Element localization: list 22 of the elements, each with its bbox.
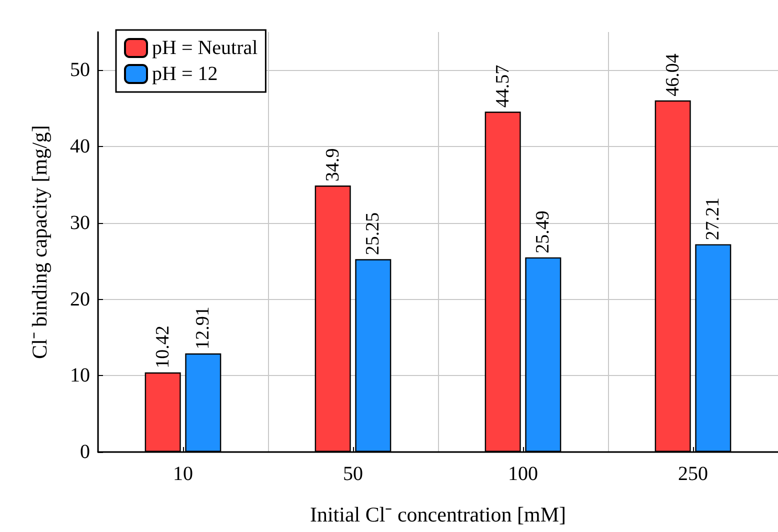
- data-label: 46.04: [662, 53, 684, 96]
- data-label: 34.9: [322, 148, 344, 182]
- data-label: 27.21: [702, 197, 724, 240]
- legend-label: pH = 12: [152, 63, 218, 85]
- x-tick-label: 50: [343, 463, 363, 485]
- x-axis-title: Initial Cl⁻ concentration [mM]: [310, 502, 566, 526]
- data-label: 25.49: [532, 210, 554, 254]
- data-label: 25.25: [362, 212, 384, 256]
- x-tick-label: 100: [508, 463, 538, 485]
- legend-label: pH = Neutral: [152, 37, 258, 59]
- y-tick-label: 0: [80, 441, 90, 463]
- data-label: 44.57: [492, 64, 514, 108]
- data-label: 10.42: [152, 326, 174, 368]
- y-tick-label: 30: [70, 212, 90, 234]
- y-axis-title: Cl⁻ binding capacity [mg/g]: [28, 125, 52, 359]
- y-tick-label: 50: [70, 59, 90, 82]
- x-tick-label: 10: [173, 463, 193, 485]
- y-tick-label: 20: [70, 288, 90, 310]
- y-tick-label: 10: [70, 364, 90, 387]
- data-label: 12.91: [192, 306, 214, 350]
- x-tick-label: 250: [678, 463, 708, 485]
- y-tick-label: 40: [70, 136, 90, 158]
